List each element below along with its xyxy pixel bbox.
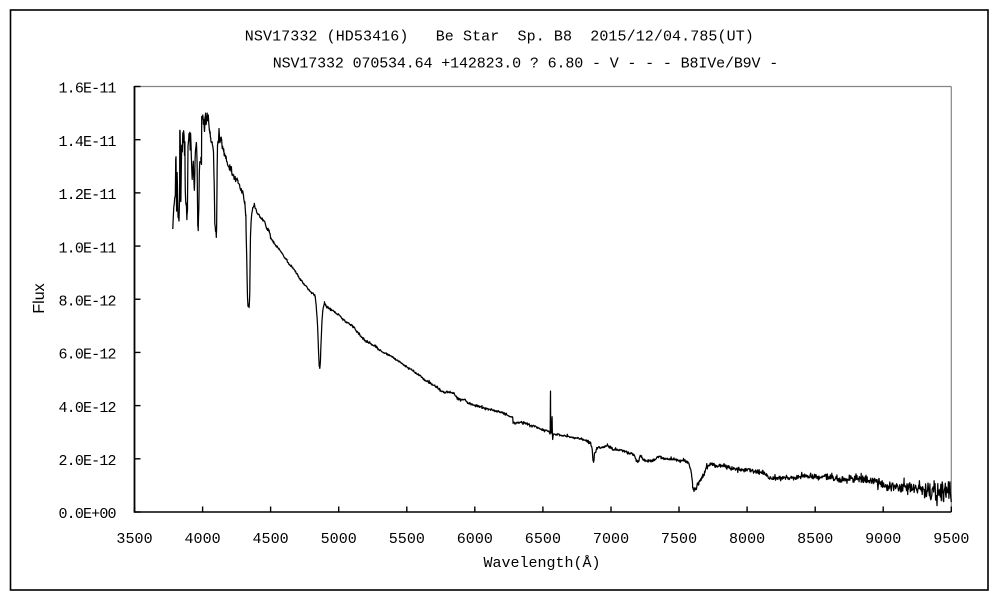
- svg-text:4500: 4500: [253, 531, 289, 548]
- svg-text:6.0E-12: 6.0E-12: [59, 347, 117, 364]
- svg-text:1.6E-11: 1.6E-11: [59, 81, 117, 98]
- svg-text:3500: 3500: [116, 531, 152, 548]
- svg-text:6500: 6500: [525, 531, 561, 548]
- svg-text:1.0E-11: 1.0E-11: [59, 240, 117, 257]
- svg-text:6000: 6000: [457, 531, 493, 548]
- svg-text:5000: 5000: [321, 531, 357, 548]
- svg-text:2.0E-12: 2.0E-12: [59, 453, 117, 470]
- svg-text:0.0E+00: 0.0E+00: [59, 506, 117, 523]
- svg-text:8000: 8000: [729, 531, 765, 548]
- svg-text:8500: 8500: [797, 531, 833, 548]
- svg-text:9500: 9500: [933, 531, 969, 548]
- svg-text:NSV17332 (HD53416) Be Star: NSV17332 (HD53416) Be Star Sp. B8 2015/1…: [245, 29, 754, 46]
- svg-text:1.4E-11: 1.4E-11: [59, 134, 117, 151]
- svg-text:7500: 7500: [661, 531, 697, 548]
- svg-text:Wavelength(Å): Wavelength(Å): [484, 555, 601, 572]
- svg-text:9000: 9000: [865, 531, 901, 548]
- svg-text:5500: 5500: [389, 531, 425, 548]
- svg-text:4000: 4000: [185, 531, 221, 548]
- svg-text:Flux: Flux: [31, 283, 48, 313]
- svg-text:1.2E-11: 1.2E-11: [59, 187, 117, 204]
- svg-text:8.0E-12: 8.0E-12: [59, 293, 117, 310]
- svg-text:NSV17332 070534.64 +142823.0 ?: NSV17332 070534.64 +142823.0 ? 6.80 - V …: [273, 55, 779, 72]
- svg-text:7000: 7000: [593, 531, 629, 548]
- svg-text:4.0E-12: 4.0E-12: [59, 400, 117, 417]
